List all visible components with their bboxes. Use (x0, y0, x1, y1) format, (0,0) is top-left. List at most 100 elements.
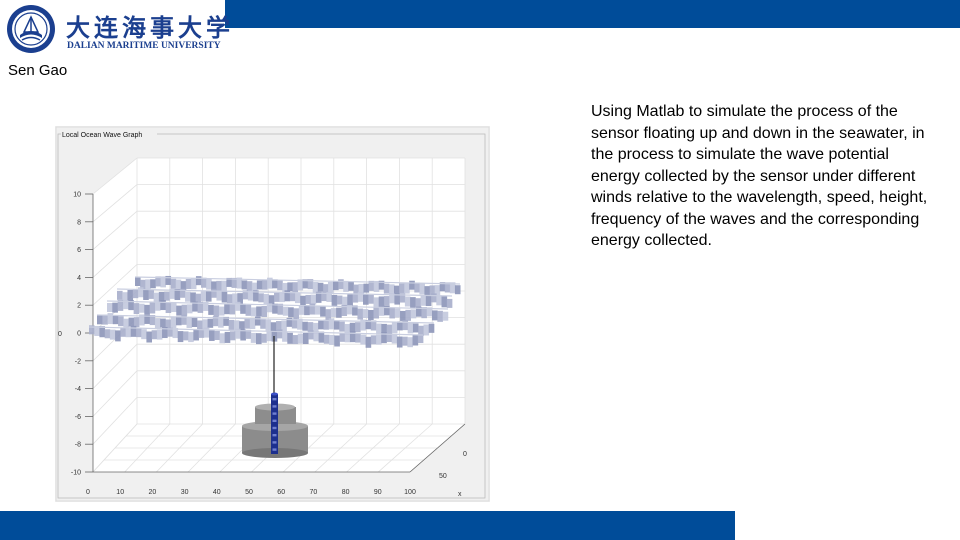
wave-cell (424, 286, 431, 296)
university-name-en: DALIAN MARITIME UNIVERSITY (67, 41, 221, 51)
wave-cell (437, 310, 443, 322)
wave-cell (444, 282, 451, 293)
wave-cell (399, 283, 405, 294)
depth-tick-label: 50 (439, 473, 447, 480)
wave-cell (318, 331, 325, 343)
wave-cell (349, 331, 356, 343)
rod-marker (272, 448, 277, 451)
wave-cell (188, 332, 194, 343)
wave-cell (202, 319, 208, 331)
wave-cell (233, 320, 240, 332)
wave-cell (318, 320, 324, 330)
wave-cell (150, 279, 156, 289)
wave-cell (122, 292, 128, 303)
wave-cell (170, 316, 177, 328)
z-tick-label: 6 (77, 247, 81, 254)
wave-cell (245, 304, 252, 316)
wave-cell (347, 294, 353, 306)
wave-cell (394, 293, 401, 305)
x-tick-label: 100 (404, 489, 416, 496)
wave-cell (281, 320, 287, 332)
wave-cell (265, 319, 272, 331)
rod-marker (272, 434, 277, 437)
wave-cell (323, 319, 330, 330)
wave-cell (376, 323, 382, 335)
wave-cell (391, 322, 398, 334)
wave-cell (355, 333, 361, 343)
wave-cell (211, 281, 217, 291)
z-tick-label: 2 (77, 303, 81, 310)
wave-cell (389, 307, 395, 319)
wave-cell (231, 277, 238, 288)
wave-cell (383, 283, 390, 294)
wave-cell (198, 328, 205, 338)
wave-cell (229, 331, 236, 341)
wave-cell (360, 334, 366, 345)
wave-cell (297, 279, 304, 291)
wave-cell (245, 329, 252, 339)
wave-cell (323, 334, 330, 344)
wave-cell (402, 320, 409, 331)
wave-cell (362, 309, 369, 319)
wave-cell (409, 280, 415, 290)
z-tick-labels: 10 8 6 4 2 0 -2 -4 -6 -8 -10 (71, 192, 93, 477)
wave-cell (376, 334, 382, 345)
wave-cell (291, 318, 298, 329)
wave-cell (149, 315, 156, 326)
wave-cell (315, 291, 322, 303)
wave-cell (298, 305, 305, 315)
wave-cell (135, 277, 141, 286)
footer-bar-bottom (0, 511, 735, 540)
wave-cell (195, 276, 202, 286)
wave-cell (312, 282, 319, 294)
wave-cell (365, 336, 372, 348)
wave-cell (429, 285, 436, 296)
wave-cell (216, 290, 223, 301)
wave-cell (200, 291, 207, 302)
wave-cell (349, 322, 356, 332)
wave-cell (418, 325, 424, 336)
wave-cell (153, 292, 160, 303)
wave-cell (99, 326, 106, 338)
wave-cell (162, 327, 168, 339)
university-emblem-icon (7, 5, 55, 53)
wave-cell (420, 295, 427, 306)
sensor-rod (271, 394, 278, 454)
wave-cell (107, 313, 114, 325)
wave-cell (341, 304, 348, 316)
x-tick-label: 80 (342, 489, 350, 496)
wave-cell (146, 331, 153, 343)
wave-cell (352, 305, 358, 316)
wave-cell (434, 285, 441, 297)
wave-cell (236, 277, 243, 289)
wave-cell (154, 318, 161, 330)
wave-cell (132, 289, 139, 299)
grid-line-left (92, 264, 138, 306)
wave-cell (328, 318, 335, 330)
wave-cell (123, 318, 129, 330)
wave-cell (235, 328, 241, 339)
wave-cell (144, 314, 150, 324)
wave-cell (307, 322, 314, 333)
wave-cell (368, 294, 374, 304)
wave-cell (266, 303, 273, 313)
wave-cell (431, 293, 437, 303)
wave-cell (276, 329, 283, 339)
depth-axis-label: x (458, 491, 462, 498)
wave-cell (122, 300, 129, 310)
wave-cell (224, 304, 230, 315)
wave-cell (175, 316, 182, 326)
wave-cell (260, 318, 266, 329)
wave-cell (370, 320, 377, 331)
wave-cell (402, 336, 408, 346)
wave-cell (190, 292, 196, 304)
wave-crest-line (88, 326, 424, 336)
wave-cell (181, 304, 188, 316)
x-tick-label: 50 (245, 489, 253, 496)
wave-cell (191, 318, 198, 328)
wave-cell (355, 322, 361, 333)
wave-cell (317, 282, 324, 292)
figure-border (55, 126, 490, 502)
wave-cell (203, 327, 210, 338)
wave-cell (277, 280, 283, 291)
